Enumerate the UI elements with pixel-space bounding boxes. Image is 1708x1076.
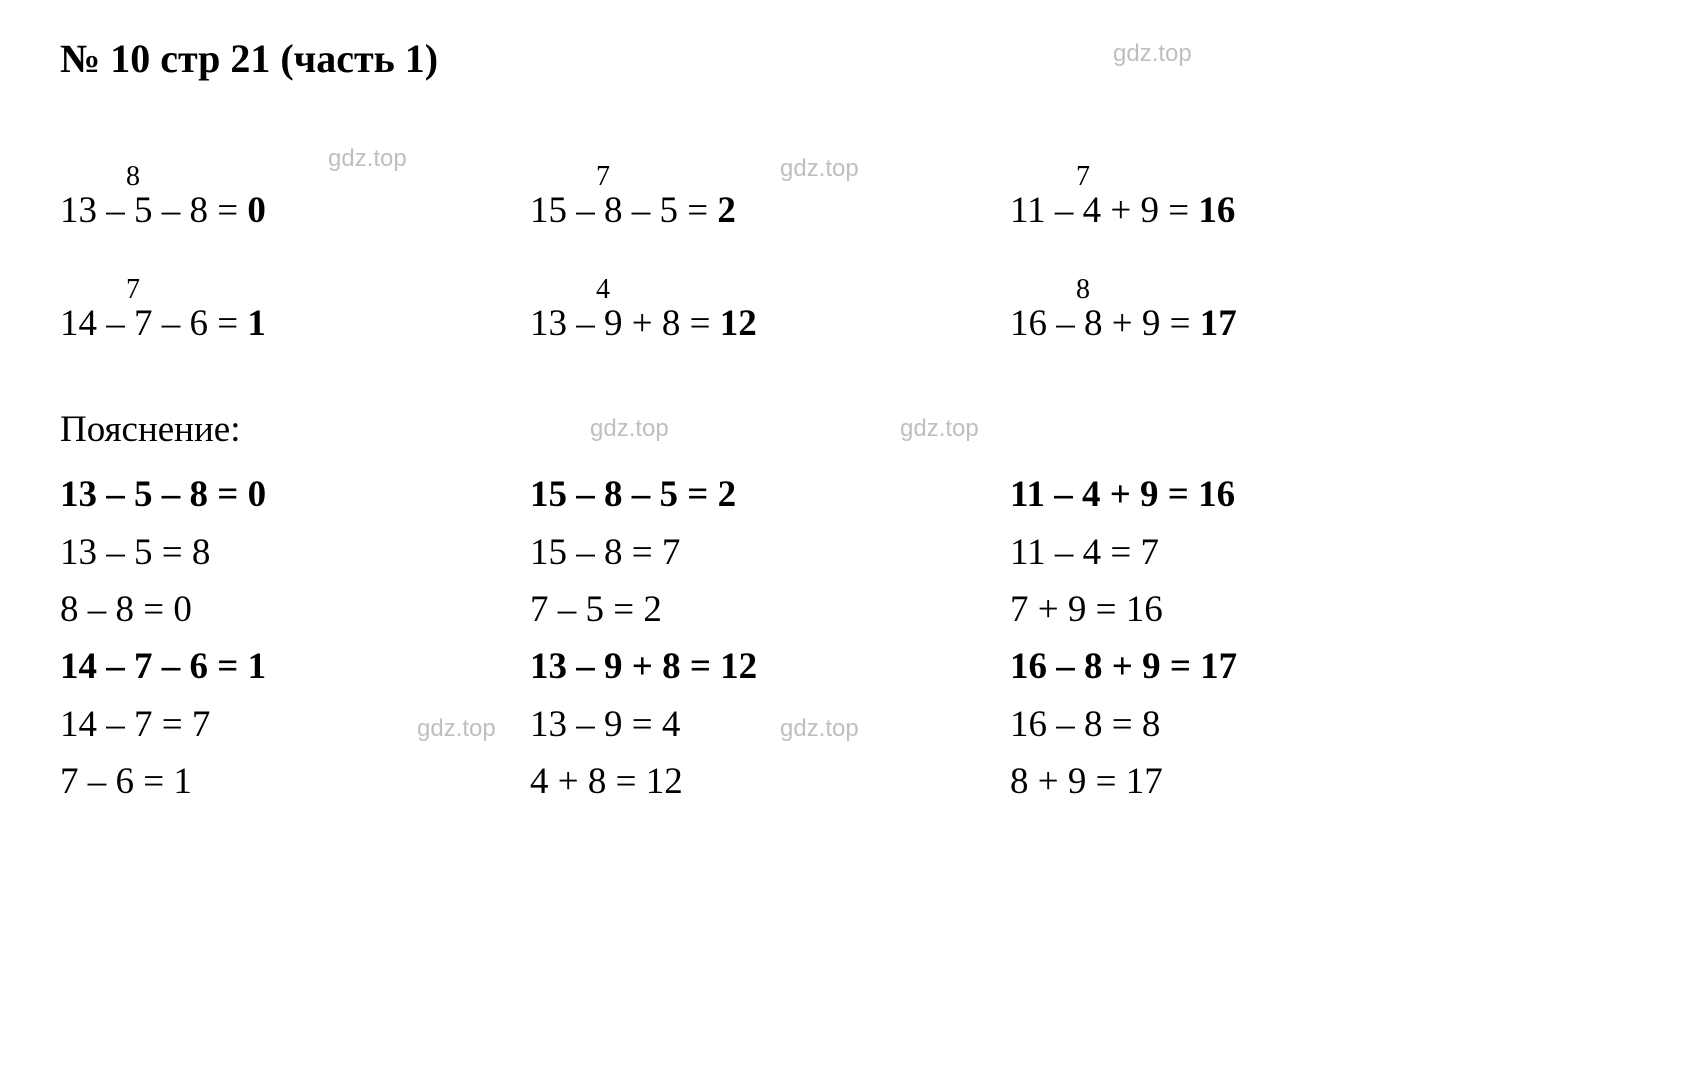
equation-result: 17	[1200, 303, 1237, 344]
explanation-line: 7 – 5 = 2	[530, 581, 1010, 638]
equation-expr: 11 – 4 + 9 =	[1010, 190, 1198, 231]
equation-superscript: 8	[1076, 272, 1090, 308]
watermark: gdz.top	[328, 145, 407, 173]
explanation-label: Пояснение:	[60, 408, 1648, 451]
explanation-line: 16 – 8 = 8	[1010, 696, 1430, 753]
equation-cell: 7 14 – 7 – 6 = 1	[60, 300, 530, 348]
equation-row-1: 8 13 – 5 – 8 = 0 7 15 – 8 – 5 = 2 7 11 –…	[60, 187, 1648, 235]
equation-superscript: 7	[596, 159, 610, 195]
equation-expr: 13 – 9 + 8 =	[530, 303, 720, 344]
explanation-line: 7 + 9 = 16	[1010, 581, 1430, 638]
equation-row-2: 7 14 – 7 – 6 = 1 4 13 – 9 + 8 = 12 8 16 …	[60, 300, 1648, 348]
equation-superscript: 8	[126, 159, 140, 195]
watermark: gdz.top	[780, 155, 859, 183]
explanation-line: 11 – 4 + 9 = 16	[1010, 466, 1430, 523]
explanation-line: 8 + 9 = 17	[1010, 753, 1430, 810]
explanation-line: 15 – 8 – 5 = 2	[530, 466, 1010, 523]
explanation-line: 4 + 8 = 12	[530, 753, 1010, 810]
explanation-line: 14 – 7 – 6 = 1	[60, 638, 530, 695]
equation-expr: 15 – 8 – 5 =	[530, 190, 717, 231]
equation-result: 16	[1198, 190, 1235, 231]
explanation-line: 16 – 8 + 9 = 17	[1010, 638, 1430, 695]
watermark: gdz.top	[1113, 40, 1192, 68]
explanation-line: 13 – 9 = 4	[530, 696, 1010, 753]
equation-result: 12	[720, 303, 757, 344]
watermark: gdz.top	[590, 415, 669, 443]
equation-cell: 8 16 – 8 + 9 = 17	[1010, 300, 1430, 348]
explanation-line: 13 – 5 = 8	[60, 524, 530, 581]
watermark: gdz.top	[417, 715, 496, 743]
equation-cell: 7 11 – 4 + 9 = 16	[1010, 187, 1430, 235]
explanation-section: 13 – 5 – 8 = 013 – 5 = 88 – 8 = 014 – 7 …	[60, 466, 1648, 810]
explanation-col-2: 15 – 8 – 5 = 215 – 8 = 77 – 5 = 213 – 9 …	[530, 466, 1010, 810]
watermark: gdz.top	[900, 415, 979, 443]
equation-result: 2	[717, 190, 736, 231]
equation-expr: 14 – 7 – 6 =	[60, 303, 247, 344]
explanation-line: 8 – 8 = 0	[60, 581, 530, 638]
explanation-line: 7 – 6 = 1	[60, 753, 530, 810]
page-title: № 10 стр 21 (часть 1)	[60, 35, 1648, 82]
explanation-col-3: 11 – 4 + 9 = 1611 – 4 = 77 + 9 = 1616 – …	[1010, 466, 1430, 810]
equation-result: 1	[247, 303, 266, 344]
equation-cell: 7 15 – 8 – 5 = 2	[530, 187, 1010, 235]
equation-result: 0	[247, 190, 266, 231]
equation-expr: 13 – 5 – 8 =	[60, 190, 247, 231]
equation-cell: 8 13 – 5 – 8 = 0	[60, 187, 530, 235]
explanation-line: 13 – 5 – 8 = 0	[60, 466, 530, 523]
explanation-line: 15 – 8 = 7	[530, 524, 1010, 581]
equation-superscript: 7	[1076, 159, 1090, 195]
equation-superscript: 7	[126, 272, 140, 308]
equation-cell: 4 13 – 9 + 8 = 12	[530, 300, 1010, 348]
equation-superscript: 4	[596, 272, 610, 308]
explanation-line: 11 – 4 = 7	[1010, 524, 1430, 581]
watermark: gdz.top	[780, 715, 859, 743]
explanation-line: 13 – 9 + 8 = 12	[530, 638, 1010, 695]
explanation-col-1: 13 – 5 – 8 = 013 – 5 = 88 – 8 = 014 – 7 …	[60, 466, 530, 810]
equation-expr: 16 – 8 + 9 =	[1010, 303, 1200, 344]
